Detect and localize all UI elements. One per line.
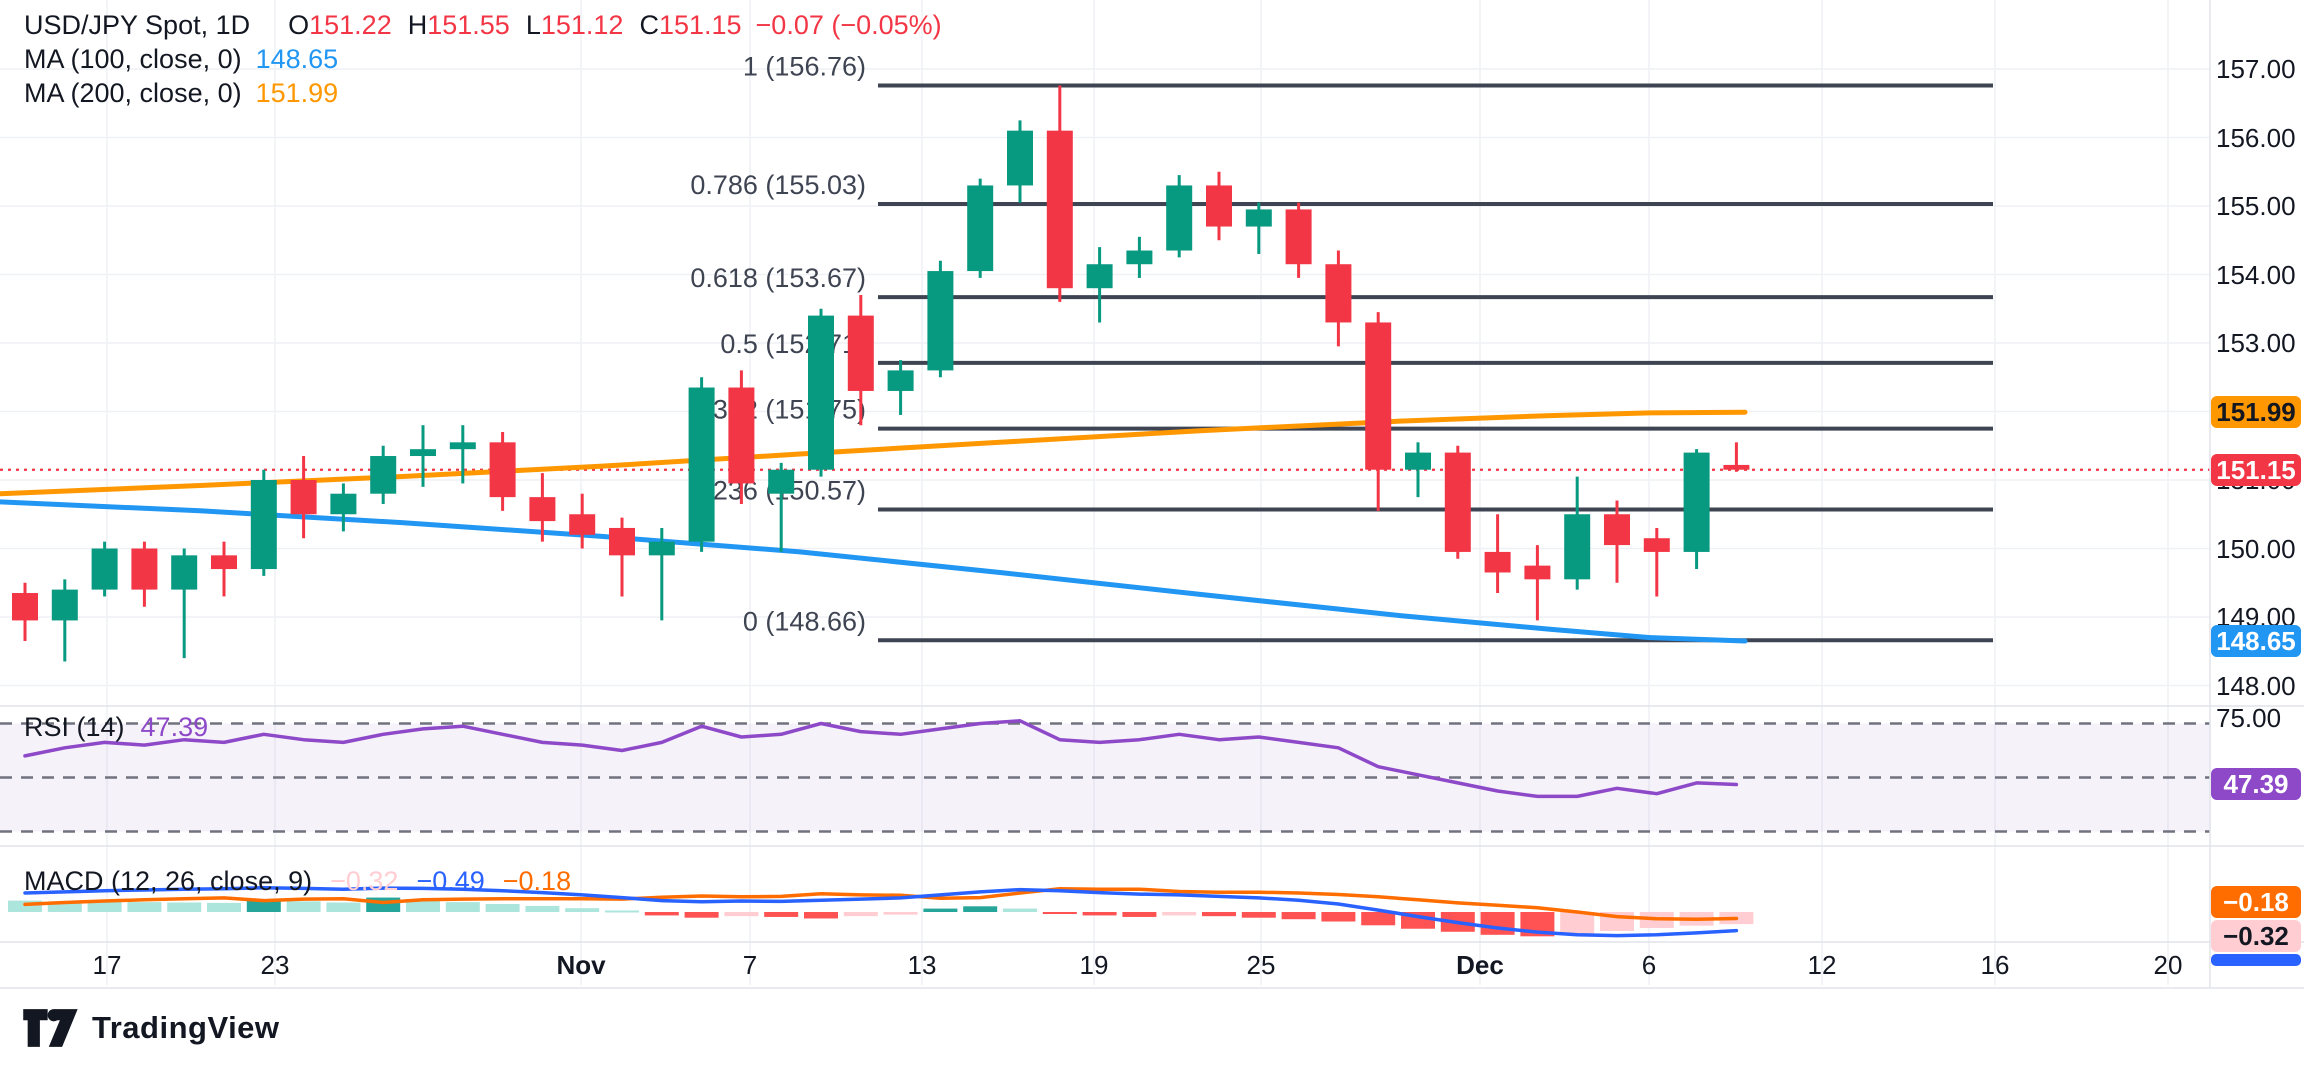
time-label: 19 [1079, 950, 1109, 980]
high-label: H [407, 10, 428, 40]
last-price-badge: 151.15 [2211, 454, 2301, 486]
time-label: 20 [2153, 950, 2183, 980]
macd-line-value: −0.49 [416, 866, 485, 896]
time-label: 16 [1980, 950, 2010, 980]
ma200-price-badge: 151.99 [2211, 396, 2301, 428]
svg-text:0.786 (155.03): 0.786 (155.03) [690, 170, 866, 200]
ma100-label: MA (100, close, 0) [24, 44, 242, 74]
macd-legend[interactable]: MACD (12, 26, close, 9) −0.32 −0.49 −0.18 [24, 866, 571, 897]
ma100-legend[interactable]: MA (100, close, 0) 148.65 [24, 44, 338, 75]
tradingview-logo-icon [23, 1009, 78, 1047]
price-tick: 157.00 [2216, 54, 2296, 84]
macd-label: MACD (12, 26, close, 9) [24, 866, 313, 896]
rsi-label: RSI (14) [24, 712, 125, 742]
open-label: O [288, 10, 310, 40]
time-label: Nov [556, 950, 606, 980]
ma200-value: 151.99 [255, 78, 339, 108]
svg-text:0.618 (153.67): 0.618 (153.67) [690, 263, 866, 293]
price-tick: 155.00 [2216, 191, 2296, 221]
rsi-value-badge: 47.39 [2211, 768, 2301, 800]
symbol-legend[interactable]: USD/JPY Spot, 1D O151.22 H151.55 L151.12 C15… [24, 10, 942, 41]
macd-line-badge-partial [2211, 954, 2301, 966]
time-label: Dec [1456, 950, 1504, 980]
high-value: 151.55 [427, 10, 510, 40]
ma200-label: MA (200, close, 0) [24, 78, 242, 108]
ma200-legend[interactable]: MA (200, close, 0) 151.99 [24, 78, 338, 109]
time-label: 7 [742, 950, 758, 980]
price-tick: 148.00 [2216, 670, 2296, 701]
time-label: 6 [1641, 950, 1657, 980]
tradingview-logo-text: TradingView [92, 1010, 280, 1045]
ma100-value: 148.65 [255, 44, 339, 74]
tradingview-logo[interactable]: TradingView [22, 1008, 280, 1048]
ma100-price-badge: 148.65 [2211, 625, 2301, 657]
symbol-title[interactable]: USD/JPY Spot, 1D [24, 10, 251, 40]
price-tick: 154.00 [2216, 259, 2296, 290]
low-label: L [525, 10, 541, 40]
svg-text:0.5 (152.71): 0.5 (152.71) [720, 329, 866, 359]
svg-text:0 (148.66): 0 (148.66) [743, 606, 866, 636]
time-label: 23 [260, 950, 290, 980]
change-value: −0.07 (−0.05%) [755, 10, 942, 40]
open-value: 151.22 [309, 10, 392, 40]
svg-text:0.382 (151.75): 0.382 (151.75) [690, 395, 866, 425]
time-label: 17 [92, 950, 122, 980]
close-label: C [639, 10, 659, 40]
svg-text:1 (156.76): 1 (156.76) [743, 51, 866, 81]
time-label: 12 [1807, 950, 1837, 980]
rsi-value: 47.39 [140, 712, 209, 742]
macd-hist-badge: −0.32 [2211, 920, 2301, 952]
price-tick: 153.00 [2216, 328, 2296, 358]
price-tick: 150.00 [2216, 533, 2296, 564]
macd-signal-value: −0.18 [502, 866, 572, 896]
low-value: 151.12 [540, 10, 624, 40]
rsi-legend[interactable]: RSI (14) 47.39 [24, 712, 208, 743]
rsi-axis-label: 75.00 [2216, 703, 2282, 733]
macd-hist-value: −0.32 [330, 866, 399, 896]
time-label: 13 [907, 950, 937, 980]
close-value: 151.15 [658, 10, 742, 40]
price-tick: 156.00 [2216, 122, 2296, 153]
time-label: 25 [1246, 950, 1276, 980]
macd-signal-badge: −0.18 [2211, 886, 2301, 918]
